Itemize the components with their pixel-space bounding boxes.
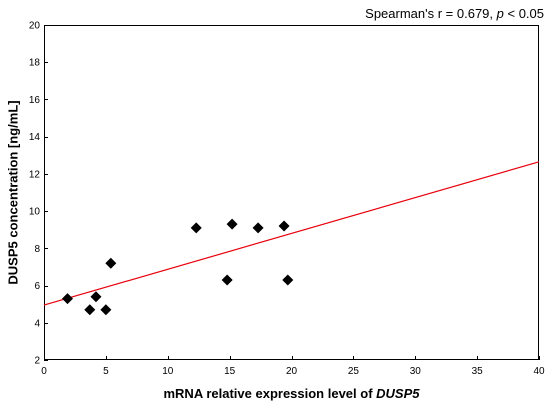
x-tick: 5 [103,356,109,377]
y-tick: 20 [29,21,48,32]
y-axis-title: DUSP5 concentration [ng/mL] [5,100,20,284]
y-tick: 18 [29,58,48,69]
annotation-p-symbol: p [496,6,504,21]
x-tick-label: 30 [410,366,422,377]
y-tick: 10 [29,207,48,218]
data-point [226,218,238,230]
data-point [105,257,117,269]
x-axis-title-gene: DUSP5 [376,386,420,401]
data-point [190,222,202,234]
x-tick: 0 [41,356,47,377]
y-tick: 12 [29,169,48,180]
x-axis: 0 5 10 15 20 25 30 35 40 [41,356,545,377]
data-point [100,304,112,316]
y-tick-label: 12 [29,169,41,180]
x-tick: 25 [348,356,360,377]
regression-line [43,161,540,306]
x-tick-label: 40 [533,366,545,377]
x-tick: 40 [533,356,545,377]
x-tick: 20 [286,356,298,377]
y-tick-label: 6 [34,281,40,292]
data-point [252,222,264,234]
data-point [84,304,96,316]
data-point [278,220,290,232]
y-tick: 6 [34,281,48,292]
x-tick-label: 10 [162,366,174,377]
data-point [221,274,233,286]
y-tick-label: 14 [29,132,41,143]
annotation-prefix: Spearman's r = 0.679, [365,6,497,21]
x-tick: 35 [472,356,484,377]
y-tick: 16 [29,95,48,106]
correlation-annotation: Spearman's r = 0.679, p < 0.05 [365,6,544,21]
y-axis: 2 4 6 8 10 12 14 16 18 20 [29,21,48,367]
annotation-suffix: < 0.05 [503,6,544,21]
data-points [62,218,294,316]
data-point [90,291,102,303]
y-tick-label: 10 [29,207,41,218]
x-axis-title: mRNA relative expression level of DUSP5 [163,386,420,401]
x-tick-label: 35 [472,366,484,377]
y-tick-label: 4 [34,318,40,329]
x-tick-label: 5 [103,366,109,377]
x-tick-label: 25 [348,366,360,377]
x-tick: 10 [162,356,174,377]
y-tick: 2 [34,356,48,367]
x-tick-label: 20 [286,366,298,377]
data-point [62,293,74,305]
data-point [282,274,294,286]
y-tick-label: 8 [34,244,40,255]
x-tick: 30 [410,356,422,377]
y-tick-label: 16 [29,95,41,106]
plot-area [44,25,539,360]
x-axis-title-prefix: mRNA relative expression level of [163,386,376,401]
x-tick-label: 0 [41,366,47,377]
x-tick: 15 [224,356,236,377]
y-tick-label: 18 [29,58,41,69]
y-tick: 8 [34,244,48,255]
x-tick-label: 15 [224,366,236,377]
y-tick-label: 2 [34,356,40,367]
y-tick: 4 [34,318,48,329]
y-tick-label: 20 [29,21,41,32]
y-tick: 14 [29,132,48,143]
